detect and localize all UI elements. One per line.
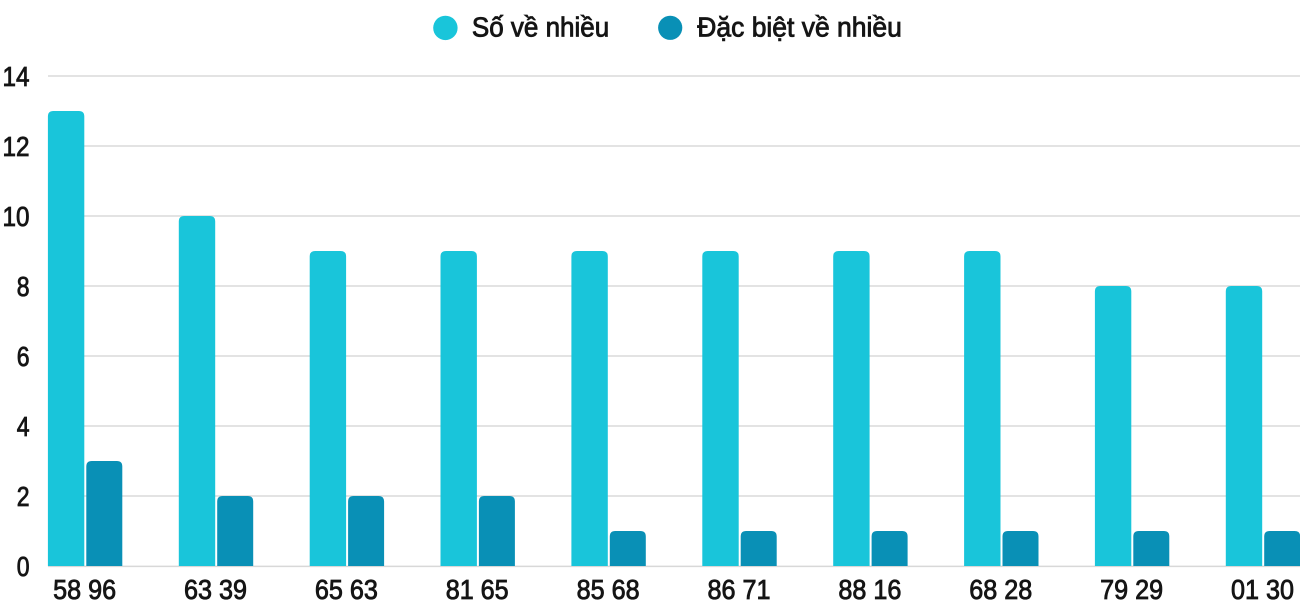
svg-text:10: 10 xyxy=(3,201,30,232)
svg-text:6: 6 xyxy=(17,341,30,372)
svg-text:81 65: 81 65 xyxy=(446,574,509,600)
svg-text:4: 4 xyxy=(17,411,30,442)
svg-text:63 39: 63 39 xyxy=(184,574,247,600)
svg-text:68 28: 68 28 xyxy=(969,574,1032,600)
svg-text:0: 0 xyxy=(17,551,30,582)
svg-text:86 71: 86 71 xyxy=(708,574,771,600)
svg-text:79 29: 79 29 xyxy=(1100,574,1163,600)
svg-text:8: 8 xyxy=(17,271,30,302)
svg-text:65 63: 65 63 xyxy=(315,574,378,600)
svg-text:2: 2 xyxy=(17,481,30,512)
svg-text:01 30: 01 30 xyxy=(1231,574,1294,600)
svg-text:Số về nhiều: Số về nhiều xyxy=(472,12,609,43)
svg-text:14: 14 xyxy=(3,61,30,92)
svg-text:85 68: 85 68 xyxy=(577,574,640,600)
svg-text:88 16: 88 16 xyxy=(838,574,901,600)
svg-text:12: 12 xyxy=(3,131,30,162)
svg-text:58 96: 58 96 xyxy=(53,574,116,600)
svg-text:Đặc biệt về nhiều: Đặc biệt về nhiều xyxy=(697,12,902,43)
